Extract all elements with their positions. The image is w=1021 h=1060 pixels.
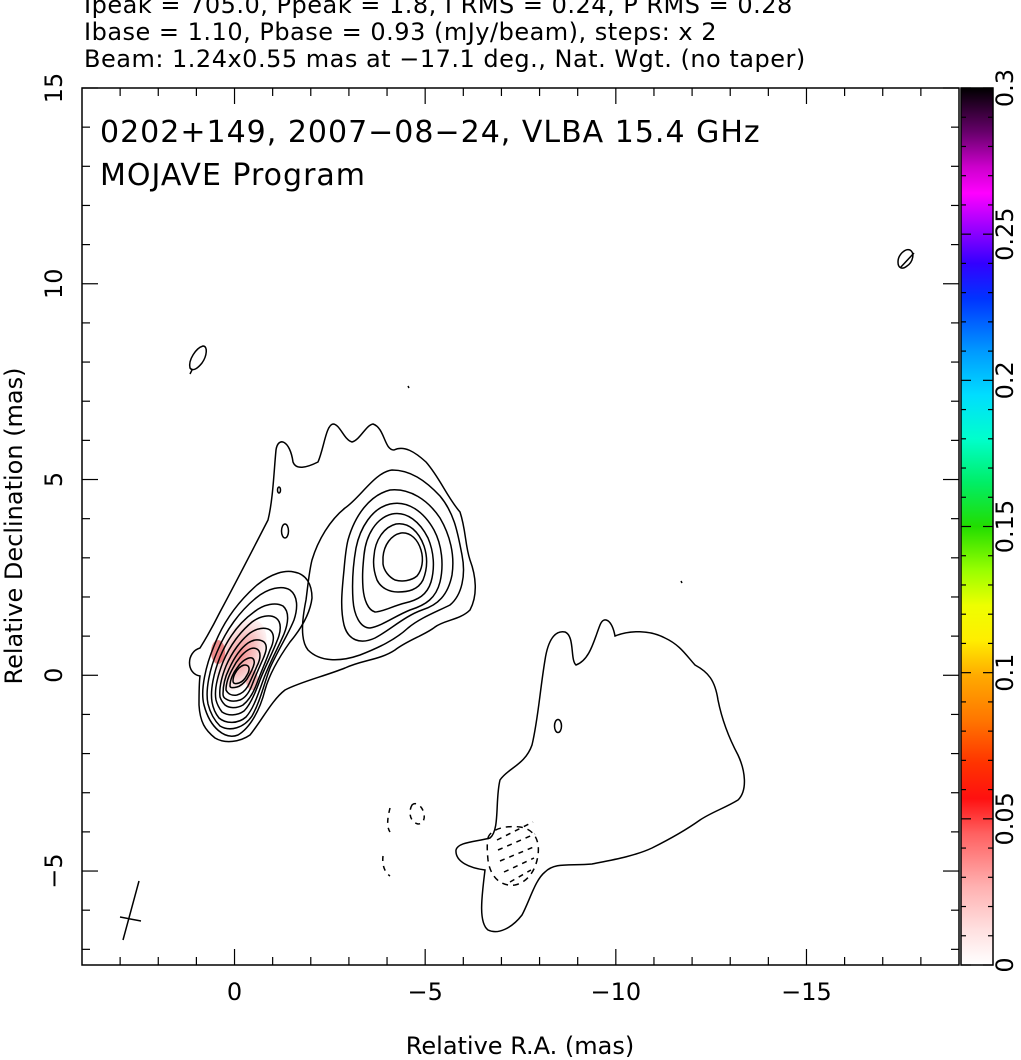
contour-island	[899, 252, 915, 269]
negative-contour	[486, 825, 540, 886]
contour-level	[301, 469, 465, 661]
colorbar-tick-label: 0.05	[991, 792, 1019, 845]
contour-island	[280, 523, 290, 539]
y-tick-label: 10	[40, 268, 68, 299]
beam-marker	[119, 880, 142, 941]
x-tick-label: −10	[590, 978, 641, 1006]
map-title: 0202+149, 2007−08−24, VLBA 15.4 GHz	[100, 115, 761, 150]
contour-island	[189, 369, 193, 375]
contour-level	[232, 664, 250, 685]
contour-level	[229, 657, 255, 689]
header-beam-line: Beam: 1.24x0.55 mas at −17.1 deg., Nat. …	[84, 45, 806, 73]
contour-level	[214, 615, 281, 716]
contour-level	[219, 627, 275, 709]
header-stats-line: Ipeak = 705.0, Ppeak = 1.8, I RMS = 0.24…	[84, 0, 793, 19]
contour-level	[225, 647, 261, 696]
y-tick-label: 15	[40, 73, 68, 104]
x-tick-labels: 0 −5 −10 −15	[227, 978, 832, 1006]
x-tick-label: −5	[407, 978, 442, 1006]
colorbar-tick-label: 0.3	[991, 69, 1019, 107]
contour-speck	[680, 580, 683, 584]
contours	[119, 248, 915, 941]
x-tick-label: 0	[227, 978, 242, 1006]
contour-level	[351, 502, 443, 629]
negative-contour	[386, 807, 391, 833]
negative-contour	[382, 855, 391, 877]
contour-level	[202, 570, 313, 737]
y-tick-label: −5	[40, 853, 68, 888]
contour-level	[372, 523, 428, 593]
colorbar-tick-label: 0.2	[991, 361, 1019, 399]
y-tick-labels: −5 0 5 10 15	[40, 73, 68, 889]
map-header: Ipeak = 705.0, Ppeak = 1.8, I RMS = 0.24…	[84, 0, 1014, 73]
colorbar-tick-label: 0	[991, 957, 1019, 972]
contour-island	[553, 718, 563, 734]
contour-level	[340, 489, 454, 642]
contour-level	[222, 639, 267, 702]
y-tick-label: 5	[40, 472, 68, 487]
contour-level	[210, 603, 289, 724]
negative-contour	[496, 821, 537, 883]
axis-ticks	[82, 87, 959, 965]
contour-level	[382, 532, 424, 582]
colorbar-tick-labels: 0 0.05 0.1 0.15 0.2 0.25 0.3	[991, 69, 1019, 973]
map-subtitle: MOJAVE Program	[100, 158, 366, 193]
y-axis-title: Relative Declination (mas)	[0, 367, 28, 684]
x-tick-label: −15	[781, 978, 832, 1006]
contour-island	[188, 345, 207, 371]
contour-level	[206, 586, 298, 730]
colorbar-ticks	[961, 87, 993, 966]
plot-frame	[81, 87, 960, 966]
colorbar-tick-label: 0.25	[991, 207, 1019, 260]
x-axis-title: Relative R.A. (mas)	[406, 1032, 634, 1060]
colorbar-tick-label: 0.15	[991, 500, 1019, 553]
negative-contour	[409, 802, 425, 825]
contour-level	[361, 512, 435, 613]
contour-island	[276, 486, 282, 494]
colorbar-tick-label: 0.1	[991, 654, 1019, 692]
contour-speck	[407, 385, 410, 389]
y-tick-label: 0	[40, 668, 68, 683]
header-base-line: Ibase = 1.10, Pbase = 0.93 (mJy/beam), s…	[84, 18, 718, 46]
contour-level	[455, 619, 746, 933]
contour-level	[188, 423, 476, 743]
